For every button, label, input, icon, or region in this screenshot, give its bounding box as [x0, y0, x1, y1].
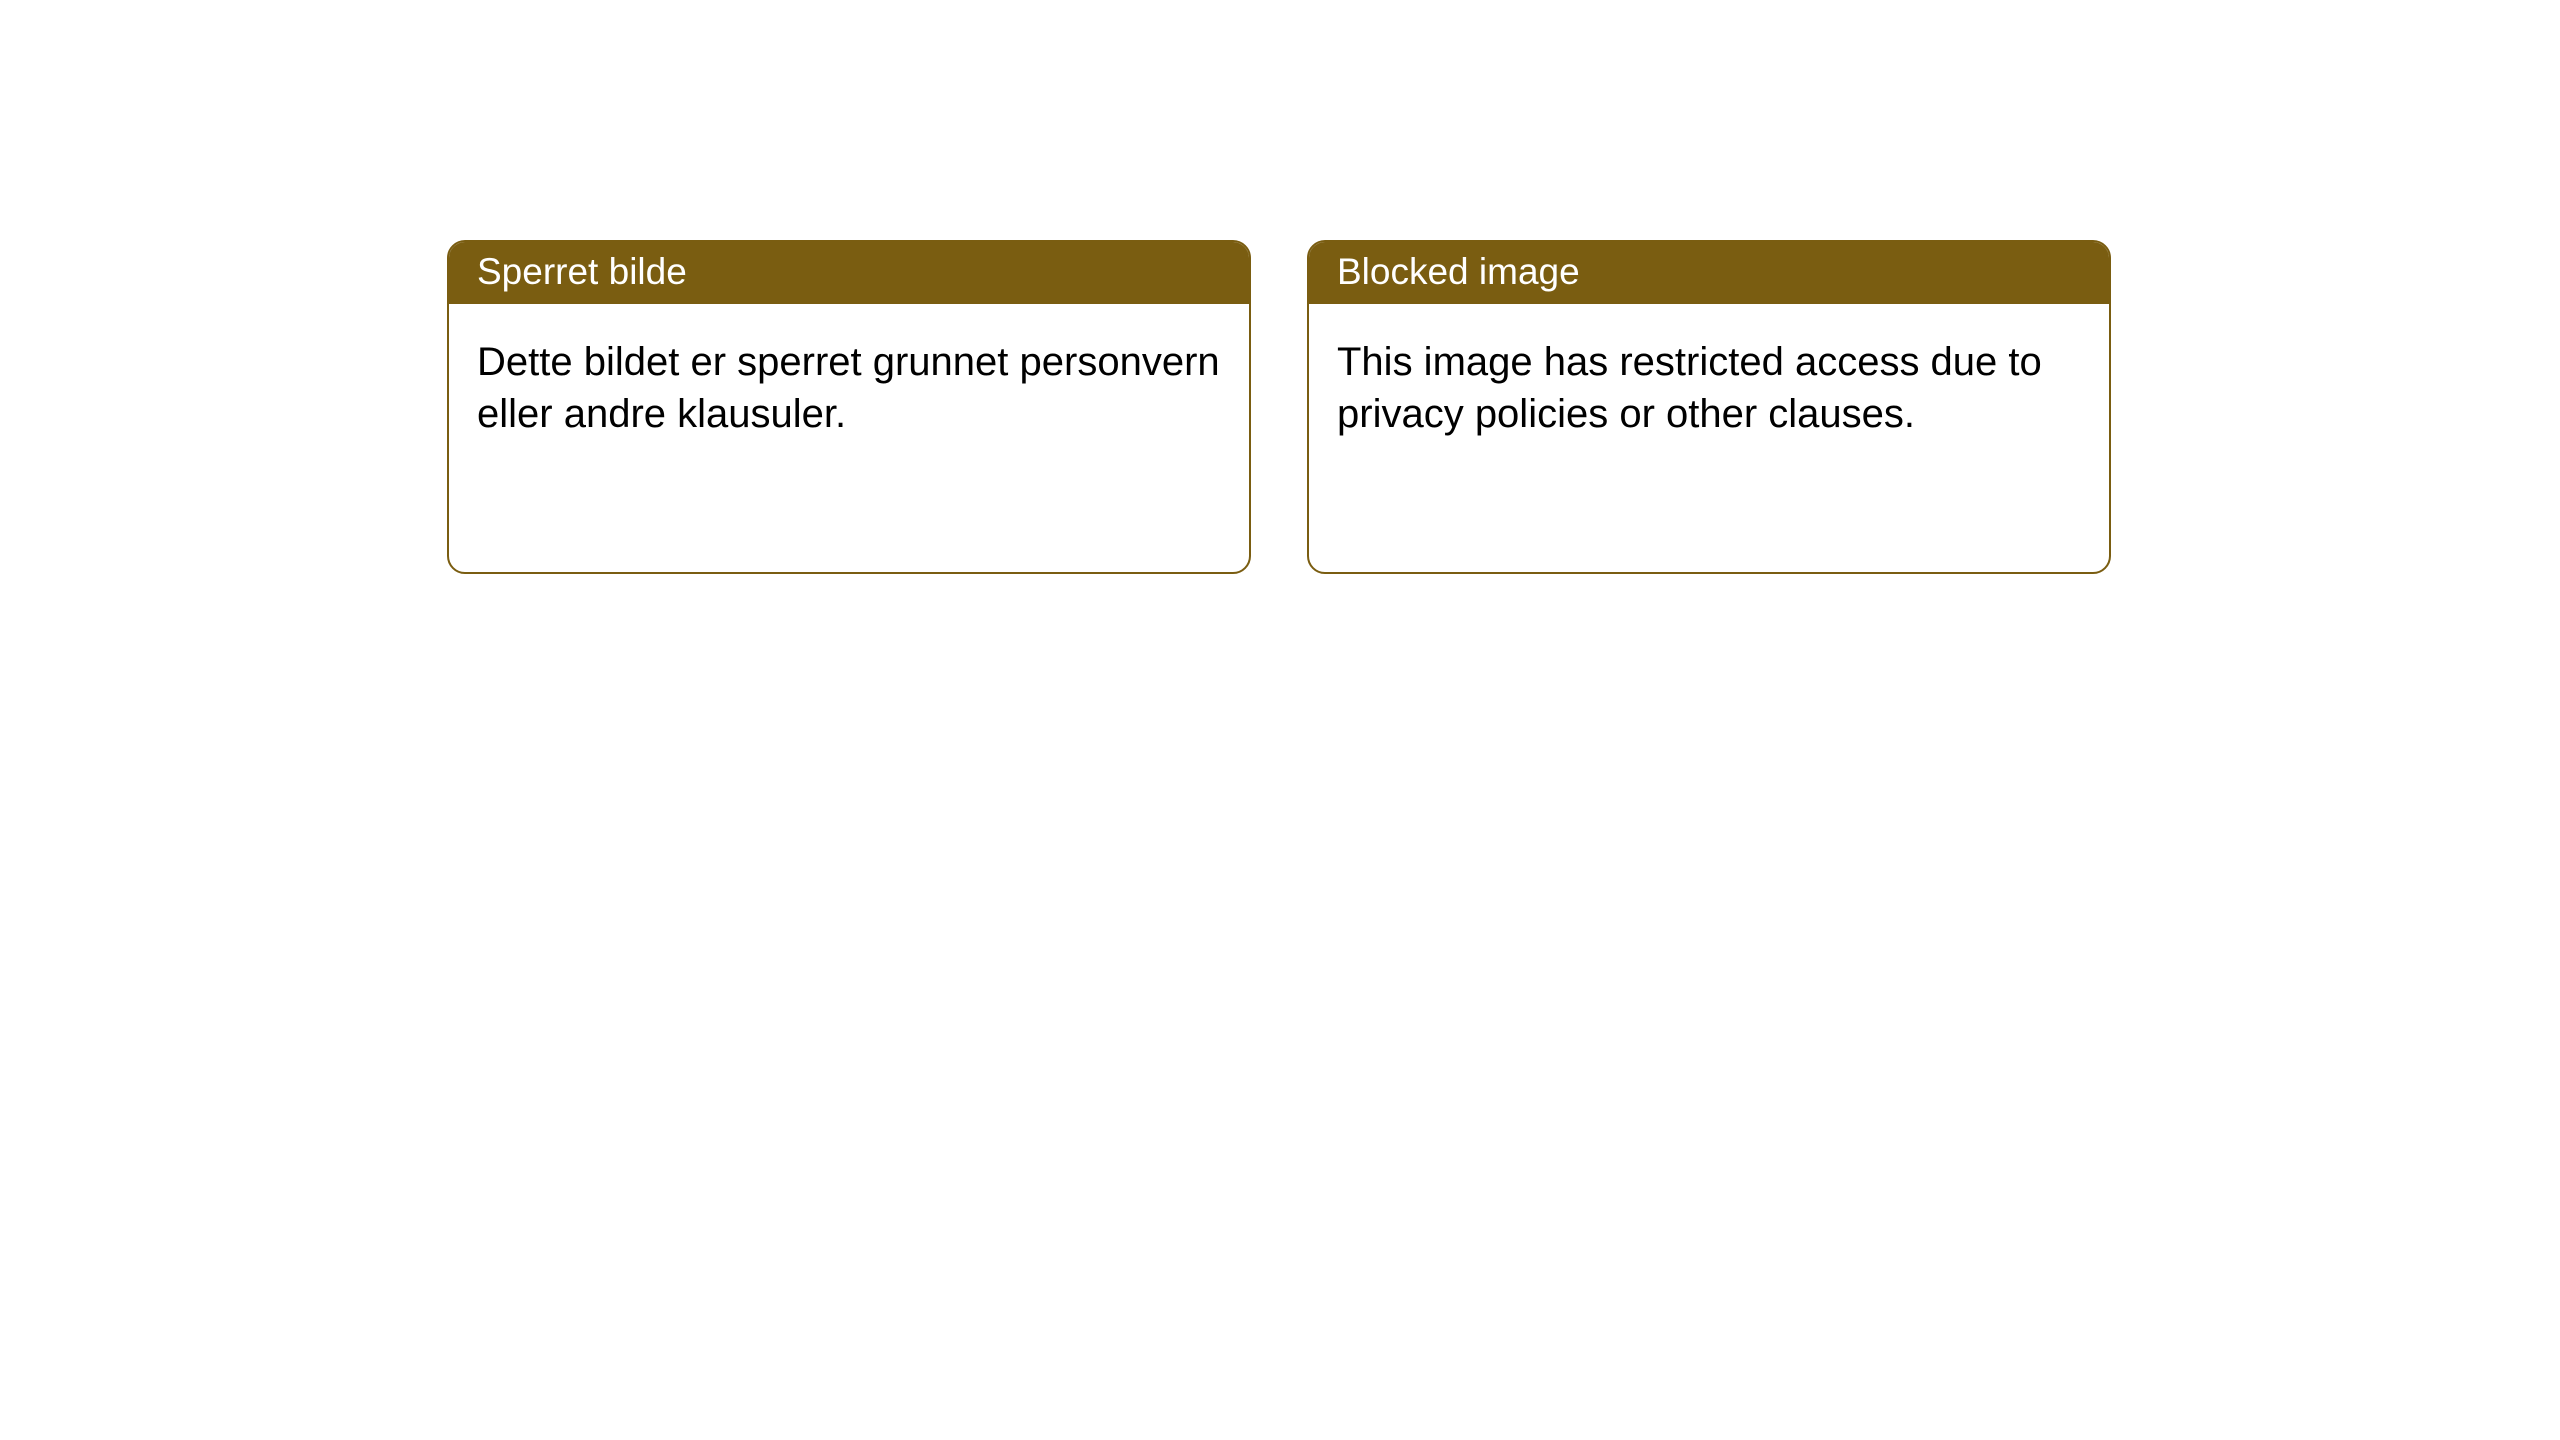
- notice-container: Sperret bilde Dette bildet er sperret gr…: [447, 240, 2111, 574]
- notice-box-english: Blocked image This image has restricted …: [1307, 240, 2111, 574]
- notice-body: This image has restricted access due to …: [1309, 304, 2109, 472]
- notice-body: Dette bildet er sperret grunnet personve…: [449, 304, 1249, 472]
- notice-box-norwegian: Sperret bilde Dette bildet er sperret gr…: [447, 240, 1251, 574]
- notice-header: Sperret bilde: [449, 242, 1249, 304]
- notice-header: Blocked image: [1309, 242, 2109, 304]
